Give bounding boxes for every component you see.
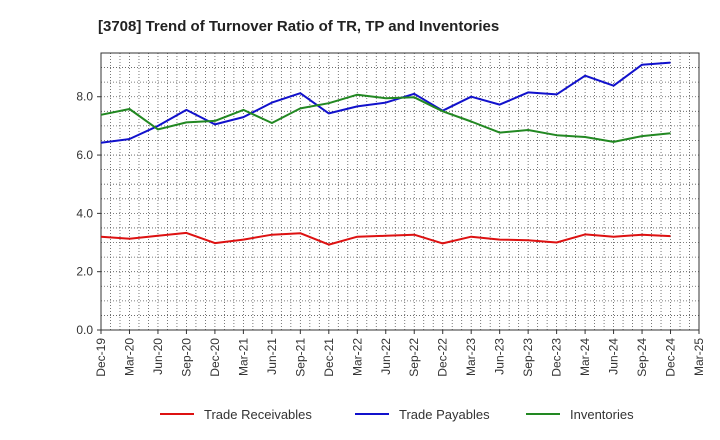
- y-tick-label: 6.0: [76, 148, 93, 162]
- x-tick-label: Sep-21: [293, 338, 307, 377]
- x-tick-label: Dec-19: [94, 338, 108, 377]
- x-tick-label: Mar-20: [122, 338, 136, 376]
- x-tick-label: Jun-24: [607, 338, 621, 375]
- x-tick-label: Sep-20: [179, 338, 193, 377]
- x-tick-label: Jun-23: [493, 338, 507, 375]
- x-tick-label: Dec-24: [664, 338, 678, 377]
- x-tick-label: Jun-21: [265, 338, 279, 375]
- y-tick-label: 4.0: [76, 206, 93, 220]
- y-axis: 0.0 2.0 4.0 6.0 8.0: [76, 90, 101, 337]
- x-tick-label: Dec-21: [322, 338, 336, 377]
- legend-label: Trade Payables: [399, 407, 490, 422]
- x-tick-label: Sep-23: [521, 338, 535, 377]
- legend: Trade Receivables Trade Payables Inventori…: [160, 407, 634, 422]
- x-axis: Dec-19 Mar-20 Jun-20 Sep-20 Dec-20 Mar-21 Jun-…: [94, 330, 706, 377]
- chart-title: [3708] Trend of Turnover Ratio of TR, TP…: [98, 18, 499, 35]
- series-line-trade-receivables: [100, 231, 671, 246]
- x-tick-label: Mar-25: [692, 338, 706, 376]
- plot-area: [100, 52, 700, 331]
- x-tick-label: Sep-24: [635, 338, 649, 377]
- series-line-trade-payables: [100, 61, 671, 144]
- x-tick-label: Dec-20: [208, 338, 222, 377]
- x-tick-label: Mar-23: [464, 338, 478, 376]
- x-tick-label: Jun-20: [151, 338, 165, 375]
- x-tick-label: Jun-22: [379, 338, 393, 375]
- x-tick-label: Dec-23: [550, 338, 564, 377]
- x-tick-label: Mar-21: [236, 338, 250, 376]
- x-tick-label: Dec-22: [436, 338, 450, 377]
- x-tick-label: Mar-22: [350, 338, 364, 376]
- plot-border: [100, 52, 700, 331]
- series-lines: [100, 61, 671, 246]
- y-tick-label: 8.0: [76, 90, 93, 104]
- y-tick-label: 0.0: [76, 323, 93, 337]
- y-tick-label: 2.0: [76, 265, 93, 279]
- legend-label: Trade Receivables: [204, 407, 312, 422]
- x-tick-label: Mar-24: [578, 338, 592, 376]
- x-tick-label: Sep-22: [407, 338, 421, 377]
- grid-lines: [100, 52, 700, 330]
- series-line-inventories: [100, 93, 671, 143]
- legend-label: Inventories: [570, 407, 634, 422]
